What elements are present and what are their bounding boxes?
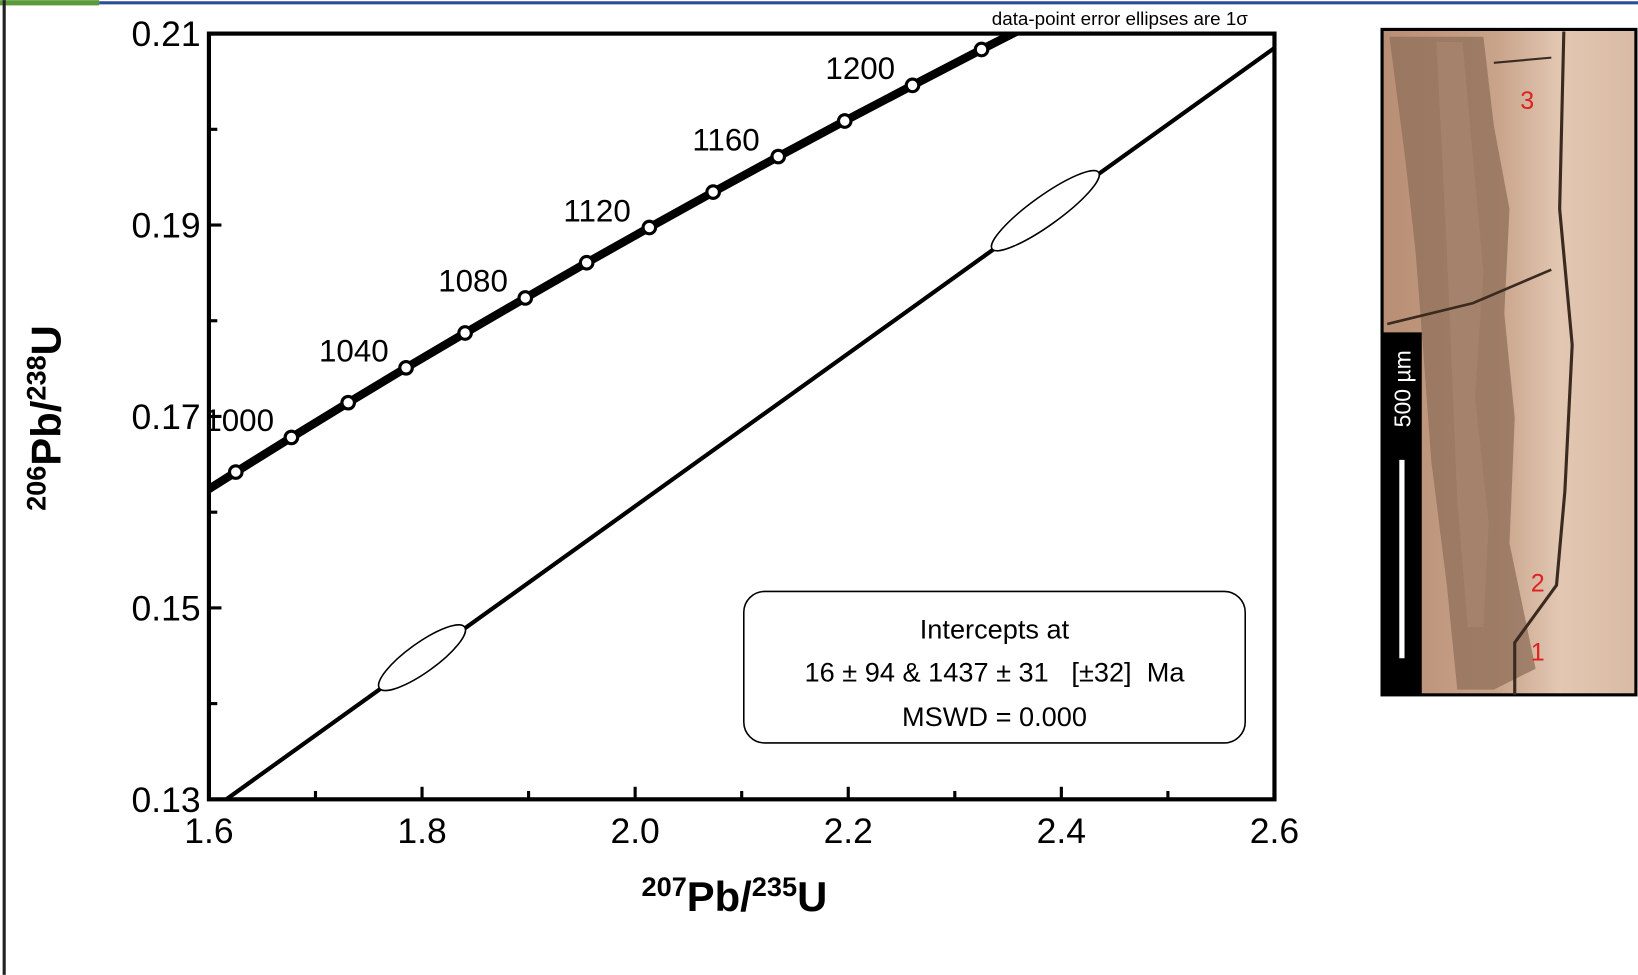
- photo-band: [1436, 41, 1489, 627]
- x-label-mass: 207: [641, 871, 686, 902]
- photo-label: 3: [1520, 87, 1534, 115]
- age-marker: [973, 41, 990, 58]
- age-marker: [398, 360, 414, 376]
- x-label-element: Pb/: [687, 873, 752, 920]
- x-tick-label: 2.6: [1250, 811, 1299, 851]
- photo-label: 2: [1531, 569, 1545, 597]
- y-tick-label: 0.13: [131, 780, 200, 820]
- photo-crack: [1493, 56, 1552, 64]
- intercept-box: [743, 590, 1246, 744]
- age-marker: [283, 429, 300, 446]
- age-label: 1080: [438, 264, 508, 299]
- age-marker: [578, 254, 595, 271]
- intercept-text: Intercepts at: [920, 613, 1070, 644]
- y-tick-label: 0.15: [131, 588, 200, 628]
- axes: 0.13 0.15 0.17 0.19 0.21 1.6 1.8 2.0 2.2 2.4 2.6: [131, 14, 1299, 851]
- x-tick-label: 1.8: [397, 811, 446, 851]
- age-label: 1000: [204, 403, 274, 438]
- x-tick-label: 2.4: [1037, 811, 1086, 851]
- age-marker: [517, 290, 534, 306]
- intercept-text: MSWD = 0.000: [902, 701, 1087, 732]
- x-label-mass: 235: [752, 871, 797, 902]
- x-tick-label: 2.2: [824, 811, 873, 851]
- age-marker: [770, 148, 787, 165]
- plot-area: 1000 1040 1080 1120 1160 1200: [175, 33, 1275, 800]
- concordia-curve: [208, 33, 1022, 495]
- y-axis-label: 206Pb/238U: [20, 325, 70, 511]
- top-tab: [0, 0, 100, 6]
- y-tick-label: 0.21: [131, 14, 200, 54]
- y-label-mass: 238: [20, 355, 51, 400]
- y-label-element: Pb/: [23, 400, 70, 465]
- age-label: 1040: [319, 334, 389, 369]
- error-ellipse: [377, 624, 467, 692]
- y-tick-label: 0.19: [131, 206, 200, 246]
- scale-label: 500 µm: [1389, 350, 1415, 427]
- age-marker: [904, 77, 921, 94]
- y-label-mass: 206: [20, 466, 51, 511]
- y-tick-label: 0.17: [131, 397, 200, 437]
- age-marker: [457, 325, 473, 341]
- y-label-element: U: [23, 325, 70, 355]
- x-label-element: U: [797, 873, 827, 920]
- age-marker: [227, 464, 244, 480]
- thin-section-photo: 500 µm 3 2 1: [1380, 27, 1638, 697]
- age-label: 1160: [692, 122, 759, 157]
- x-tick-label: 1.6: [184, 811, 233, 851]
- age-marker: [340, 394, 357, 411]
- photo-label: 1: [1531, 638, 1545, 666]
- age-marker: [705, 184, 721, 200]
- note: data-point error ellipses are 1σ: [992, 8, 1248, 29]
- age-marker: [641, 219, 658, 236]
- age-label: 1200: [825, 51, 895, 86]
- age-marker: [175, 500, 188, 513]
- intercept-text: 16 ± 94 & 1437 ± 31 [±32] Ma: [805, 656, 1186, 687]
- x-tick-label: 2.0: [610, 811, 659, 851]
- photo-crack: [1386, 268, 1552, 326]
- photo-crack: [1513, 31, 1574, 695]
- age-marker: [836, 113, 853, 129]
- error-ellipse: [990, 169, 1101, 252]
- age-label: 1120: [563, 193, 630, 228]
- x-axis-label: 207Pb/235U: [641, 871, 827, 921]
